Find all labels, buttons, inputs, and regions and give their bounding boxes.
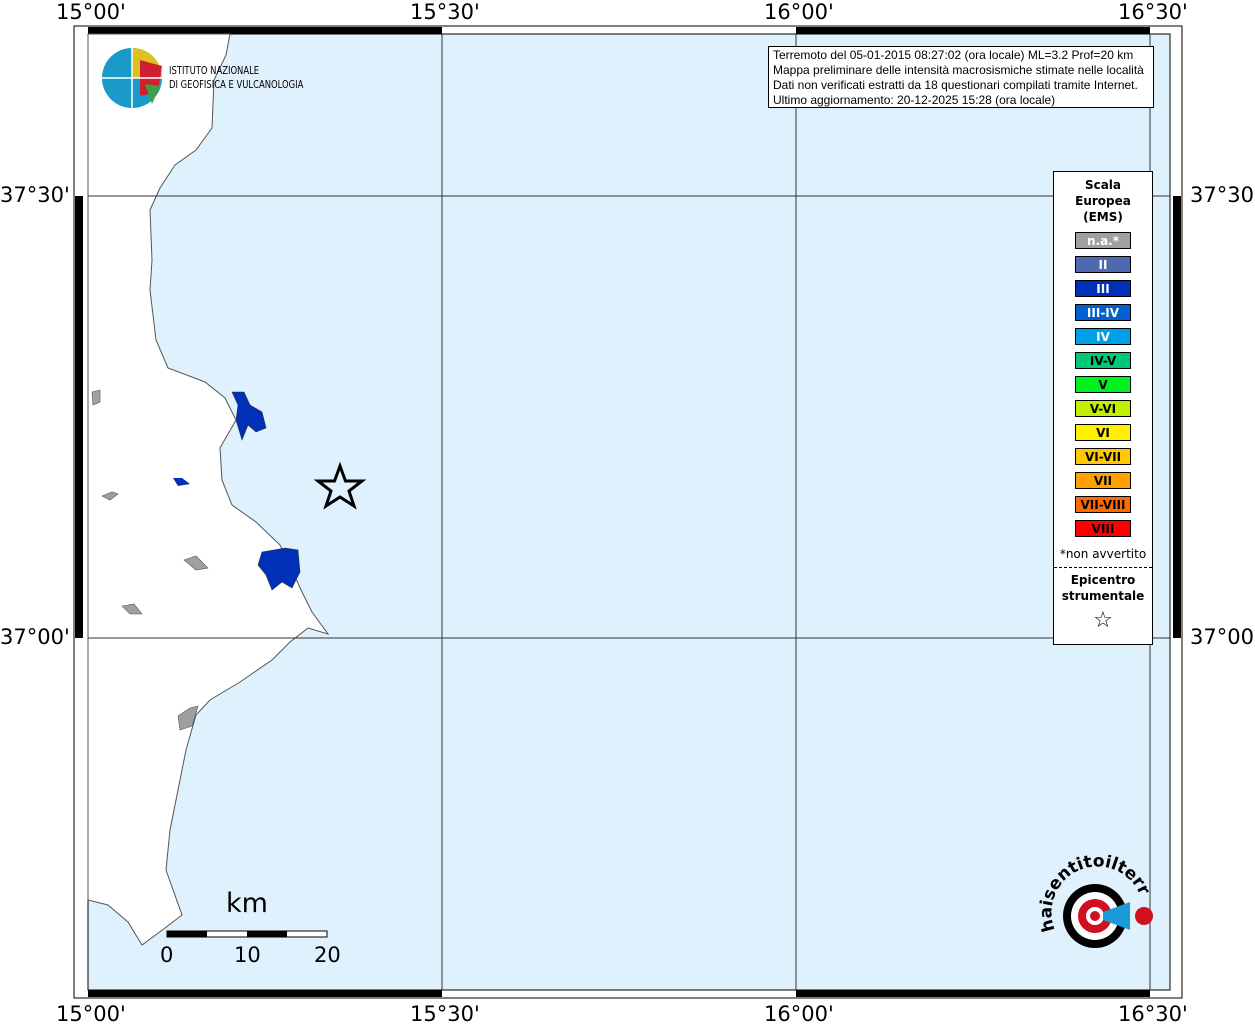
logo-line: ISTITUTO NAZIONALE [169, 64, 260, 77]
lon-tick: 15°00' [56, 0, 126, 24]
info-line: Mappa preliminare delle intensità macros… [773, 63, 1144, 77]
lon-tick: 16°00' [764, 0, 834, 24]
info-line: Dati non verificati estratti da 18 quest… [773, 78, 1138, 92]
map-frame [75, 27, 1181, 997]
info-line: Ultimo aggiornamento: 20-12-2025 15:28 (… [773, 93, 1056, 107]
lon-tick: 16°30' [1118, 1002, 1188, 1026]
info-line: Terremoto del 05-01-2015 08:27:02 (ora l… [773, 48, 1134, 62]
lon-tick: 15°30' [410, 0, 480, 24]
ingv-logo [102, 48, 162, 108]
intensity-area-III [257, 547, 301, 591]
lat-tick: 37°30' [1190, 183, 1255, 207]
intensity-area-III [173, 478, 190, 486]
intensity-area-III [231, 391, 267, 441]
legend-swatch: VIII [1075, 520, 1131, 537]
lon-tick: 15°00' [56, 1002, 126, 1026]
legend-swatches: n.a.* II III III-IV IV IV-V V V-VI VI VI-VII VII VI… [1054, 232, 1152, 537]
scale-unit: km [226, 888, 268, 919]
scale-label: 20 [314, 943, 341, 967]
legend-swatch: II [1075, 256, 1131, 273]
legend-title-line: Scala [1084, 178, 1122, 192]
legend-title: Scala Europea (EMS) [1054, 177, 1152, 225]
legend-swatch: VII [1075, 472, 1131, 489]
legend-title-line: Europea [1075, 194, 1131, 208]
lon-tick: 16°00' [764, 1002, 834, 1026]
scale-label: 10 [234, 943, 261, 967]
epicentre-label: Epicentro strumentale [1054, 572, 1152, 604]
legend-swatch: III [1075, 280, 1131, 297]
not-felt-areas [91, 389, 209, 731]
epicentre-label-line: strumentale [1061, 589, 1145, 603]
lon-tick: 16°30' [1118, 0, 1188, 24]
lat-tick: 37°00' [1190, 625, 1255, 649]
logo-line: DI GEOFISICA E VULCANOLOGIA [169, 78, 304, 91]
lat-tick: 37°00' [0, 625, 70, 649]
divider [1054, 567, 1152, 568]
legend-swatch: n.a.* [1075, 232, 1131, 249]
epicentre-star-icon [313, 461, 367, 510]
legend-swatch: VII-VIII [1075, 496, 1131, 513]
lon-tick: 15°30' [410, 1002, 480, 1026]
intensity-legend: Scala Europea (EMS) n.a.* II III III-IV IV IV… [1053, 171, 1153, 645]
ingv-logo-text: ISTITUTO NAZIONALE DI GEOFISICA E VULCAN… [169, 64, 303, 92]
legend-swatch: V-VI [1075, 400, 1131, 417]
legend-swatch: III-IV [1075, 304, 1131, 321]
star-icon: ☆ [1093, 608, 1113, 633]
legend-swatch: V [1075, 376, 1131, 393]
legend-title-line: (EMS) [1083, 210, 1123, 224]
legend-swatch: IV-V [1075, 352, 1131, 369]
event-info-box: Terremoto del 05-01-2015 08:27:02 (ora l… [768, 46, 1154, 108]
legend-swatch: VI-VII [1075, 448, 1131, 465]
legend-swatch: IV [1075, 328, 1131, 345]
legend-swatch: VI [1075, 424, 1131, 441]
scale-bar [166, 930, 328, 938]
scale-label: 0 [160, 943, 174, 967]
legend-note: *non avvertito [1059, 547, 1147, 561]
epicentre-label-line: Epicentro [1070, 573, 1136, 587]
lat-tick: 37°30' [0, 183, 70, 207]
